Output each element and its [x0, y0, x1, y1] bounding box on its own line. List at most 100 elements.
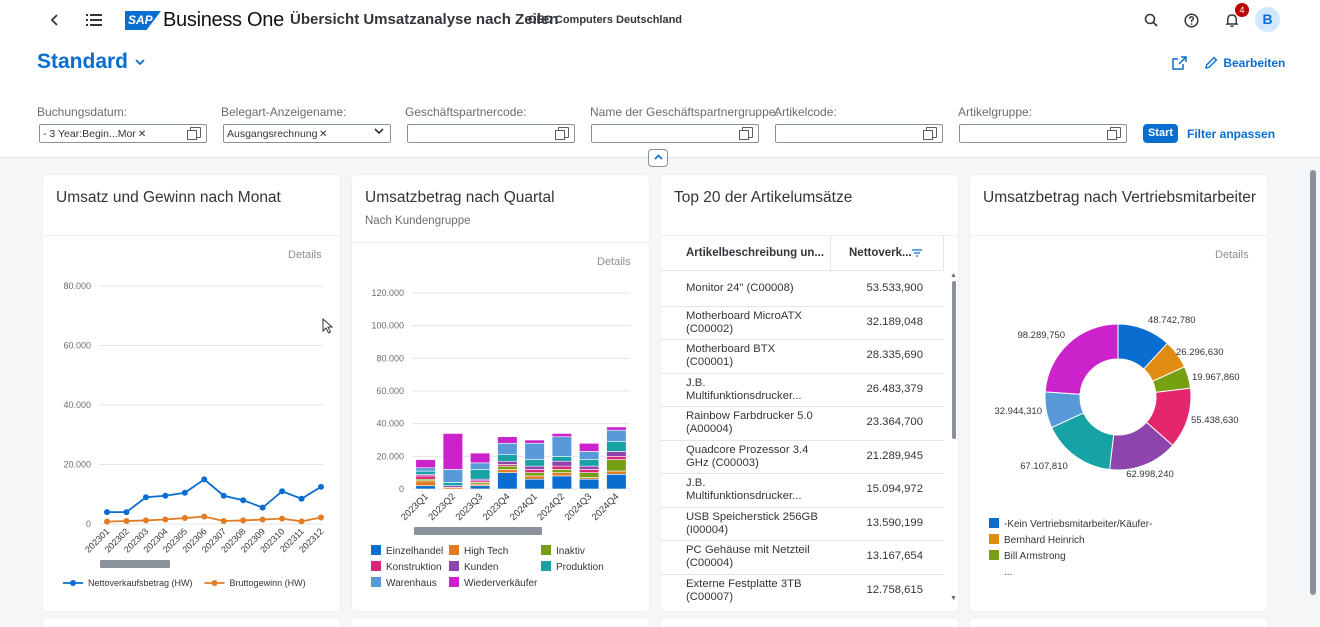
data-point	[298, 518, 305, 525]
scroll-down-icon[interactable]: ▼	[950, 595, 957, 602]
value-help-icon[interactable]	[1107, 127, 1121, 140]
x-tick-label: 2024Q1	[508, 491, 540, 523]
legend-label: Bernhard Heinrich	[1004, 535, 1085, 546]
start-button[interactable]: Start	[1143, 124, 1178, 143]
details-link[interactable]: Details	[288, 249, 322, 261]
filter-item-code-input[interactable]	[775, 124, 943, 143]
bar-segment	[415, 467, 436, 472]
filter-doc-type-select[interactable]: Ausgangsrechnung ✕	[223, 124, 391, 143]
back-icon[interactable]	[44, 10, 64, 30]
sap-logo[interactable]: SAP	[125, 11, 161, 30]
table-row-divider	[661, 339, 944, 340]
legend-label: Inaktiv	[556, 546, 585, 557]
card-top20-items[interactable]: Top 20 der Artikelumsätze Artikelbeschre…	[661, 175, 958, 611]
table-row-description[interactable]: Monitor 24" (C00008)	[686, 282, 794, 294]
table-row-value: 32.189,048	[866, 315, 923, 328]
table-row-description[interactable]: J.B. Multifunktionsdrucker...	[686, 477, 802, 502]
legend-label: ...	[1004, 567, 1012, 578]
adapt-filters-button[interactable]: Filter anpassen	[1187, 127, 1276, 141]
edit-label: Bearbeiten	[1223, 56, 1286, 70]
data-point	[220, 518, 227, 525]
table-scrollbar[interactable]	[952, 281, 956, 439]
x-tick-label: 2023Q3	[454, 491, 486, 523]
card-subtitle: Nach Kundengruppe	[365, 215, 471, 227]
avatar[interactable]: B	[1255, 7, 1280, 32]
column-divider	[830, 235, 831, 270]
table-row-description[interactable]: Quadcore Prozessor 3.4 GHz (C00003)	[686, 443, 809, 469]
bar-segment	[606, 459, 627, 472]
table-row-value: 28.335,690	[866, 349, 923, 361]
table-row-description[interactable]: PC Gehäuse mit Netzteil (C00004)	[686, 544, 810, 569]
filter-bp-group-input[interactable]	[591, 124, 759, 143]
notification-badge: 4	[1235, 3, 1249, 17]
bar-segment	[497, 469, 518, 473]
x-tick-label: 2023Q2	[426, 491, 458, 523]
pie-slice	[1044, 323, 1119, 395]
help-icon[interactable]	[1181, 10, 1201, 30]
data-point	[279, 515, 286, 522]
card-monthly-revenue[interactable]: Umsatz und Gewinn nach Monat Details 0 20…	[43, 175, 340, 611]
bar-segment	[524, 475, 545, 480]
bar-segment	[579, 472, 600, 478]
chevron-down-icon[interactable]	[135, 55, 145, 69]
scroll-up-icon[interactable]: ▲	[950, 272, 957, 279]
value-help-icon[interactable]	[923, 127, 937, 140]
bar-segment	[524, 469, 545, 473]
edit-button[interactable]: Bearbeiten	[1205, 56, 1285, 70]
value-help-icon[interactable]	[739, 127, 753, 140]
bar-segment	[579, 451, 600, 460]
card-divider	[352, 242, 649, 243]
value-help-icon[interactable]	[555, 127, 569, 140]
card-quarterly-revenue[interactable]: Umsatzbetrag nach Quartal Nach Kundengru…	[352, 175, 649, 611]
value-help-icon[interactable]	[187, 127, 201, 140]
bar-segment	[524, 478, 545, 490]
x-tick-label: 2024Q2	[535, 491, 567, 523]
filter-item-group-input[interactable]	[959, 124, 1127, 143]
column-header-description[interactable]: Artikelbeschreibung un...	[686, 247, 825, 259]
table-row-divider	[661, 506, 944, 508]
column-header-net-sales[interactable]: Nettoverk...	[849, 247, 912, 259]
legend-swatch	[541, 561, 551, 571]
data-point	[181, 489, 188, 496]
remove-token-icon[interactable]: ✕	[137, 129, 147, 140]
card-salesperson-revenue[interactable]: Umsatzbetrag nach Vertriebsmitarbeiter D…	[970, 175, 1267, 611]
collapse-header-button[interactable]	[648, 149, 668, 167]
y-tick-label: 80.000	[376, 353, 404, 363]
chevron-down-icon[interactable]	[374, 126, 384, 138]
search-icon[interactable]	[1141, 10, 1161, 30]
data-point	[104, 518, 110, 525]
variant-title[interactable]: Standard	[37, 50, 129, 73]
donut-chart: 48.742,780 26.296,630 19.967,860 55.438,630…	[989, 315, 1240, 578]
bar-segment	[470, 469, 491, 480]
table-row-description[interactable]: Motherboard BTX (C00001)	[686, 343, 776, 368]
legend-label: Bruttogewinn (HW)	[230, 578, 306, 588]
notification-bell-icon[interactable]	[1222, 10, 1242, 30]
bar-segment	[524, 472, 545, 477]
table-row-description[interactable]: Externe Festplatte 3TB (C00007)	[686, 577, 802, 603]
card-partial	[352, 618, 649, 627]
bar-segment	[606, 456, 627, 460]
table-row-description[interactable]: USB Speicherstick 256GB (I00004)	[686, 510, 818, 536]
page-scrollbar[interactable]	[1310, 170, 1316, 595]
table-row-description[interactable]: J.B. Multifunktionsdrucker...	[686, 376, 802, 402]
details-link[interactable]: Details	[1215, 249, 1249, 261]
bar-segment	[524, 442, 545, 460]
x-tick-label: 2024Q3	[563, 491, 595, 523]
data-point	[220, 492, 227, 499]
table-row-description[interactable]: Motherboard MicroATX (C00002)	[686, 309, 802, 335]
table-row-value: 26.483,379	[866, 382, 923, 395]
slice-label: 48.742,780	[1148, 315, 1196, 326]
remove-token-icon[interactable]: ✕	[319, 129, 328, 140]
bar-segment	[551, 460, 572, 467]
table-row-description[interactable]: Rainbow Farbdrucker 5.0 (A00004)	[686, 410, 813, 435]
filter-posting-date[interactable]: - 3 Year:Begin...Mor ✕	[39, 124, 207, 143]
bar-segment	[497, 460, 518, 465]
bar-segment	[579, 478, 600, 490]
menu-list-icon[interactable]	[84, 10, 104, 30]
y-tick-label: 40.000	[63, 400, 91, 410]
filter-bp-code-input[interactable]	[407, 124, 575, 143]
share-icon[interactable]	[1172, 56, 1187, 73]
filter-label-doc-type: Belegart-Anzeigename:	[221, 105, 347, 119]
details-link[interactable]: Details	[597, 256, 631, 268]
data-point	[240, 517, 247, 524]
